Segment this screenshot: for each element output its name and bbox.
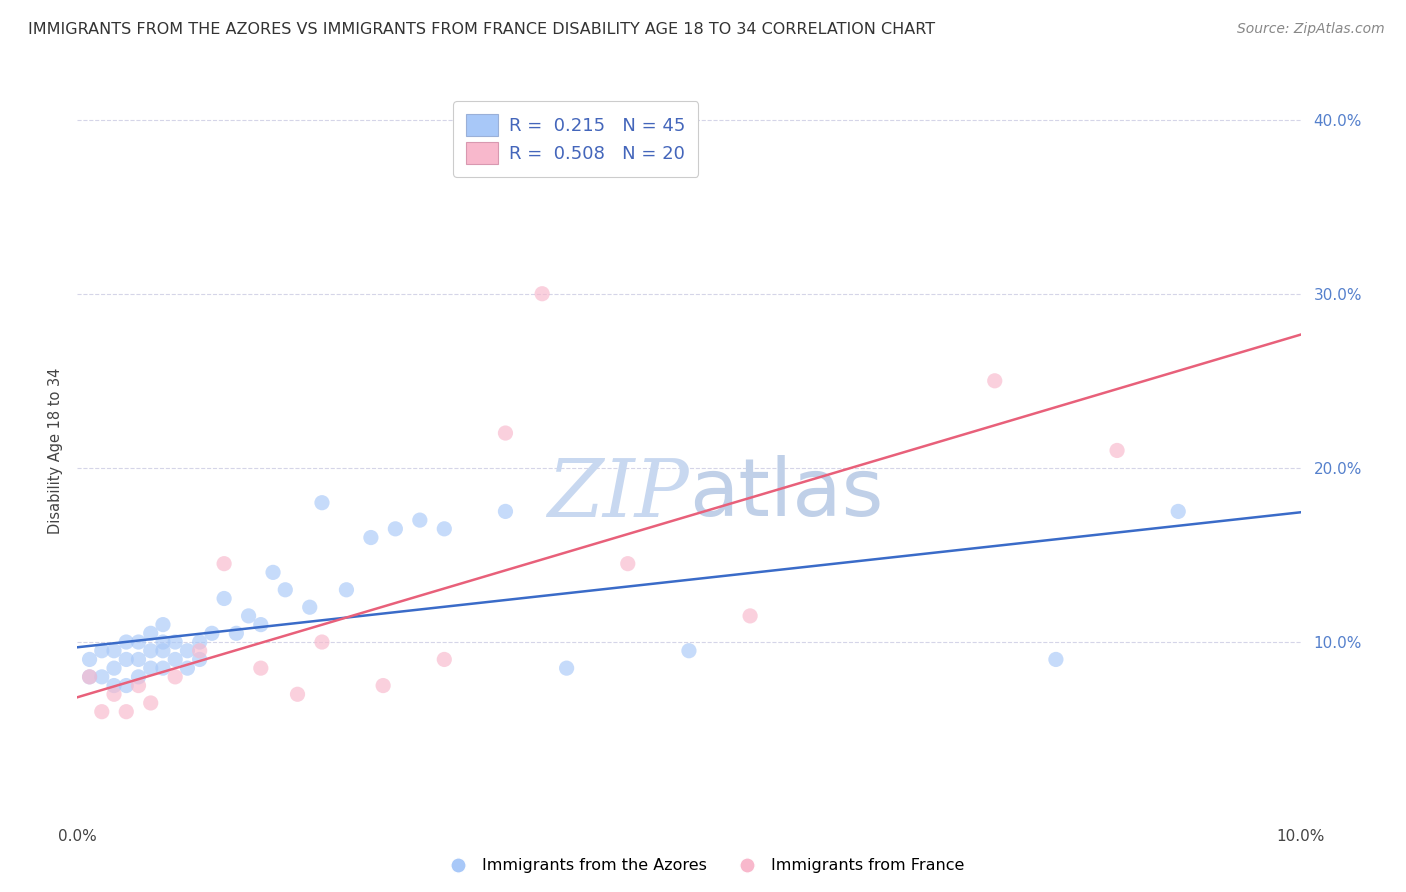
Point bbox=[165, 652, 187, 666]
Text: IMMIGRANTS FROM THE AZORES VS IMMIGRANTS FROM FRANCE DISABILITY AGE 18 TO 34 COR: IMMIGRANTS FROM THE AZORES VS IMMIGRANTS… bbox=[28, 22, 935, 37]
Point bbox=[238, 608, 260, 623]
Point bbox=[152, 617, 174, 632]
Point bbox=[90, 705, 112, 719]
Point bbox=[250, 661, 273, 675]
Point bbox=[115, 679, 138, 693]
Text: ZIP: ZIP bbox=[547, 456, 689, 533]
Point bbox=[79, 652, 101, 666]
Point bbox=[740, 608, 762, 623]
Point bbox=[298, 600, 321, 615]
Point bbox=[1045, 652, 1067, 666]
Point bbox=[139, 661, 162, 675]
Point bbox=[274, 582, 297, 597]
Text: atlas: atlas bbox=[689, 455, 883, 533]
Text: Source: ZipAtlas.com: Source: ZipAtlas.com bbox=[1237, 22, 1385, 37]
Point bbox=[250, 617, 273, 632]
Point bbox=[103, 687, 125, 701]
Legend: R =  0.215   N = 45, R =  0.508   N = 20: R = 0.215 N = 45, R = 0.508 N = 20 bbox=[453, 101, 699, 177]
Point bbox=[201, 626, 224, 640]
Point bbox=[311, 496, 333, 510]
Point bbox=[90, 644, 112, 658]
Point bbox=[495, 504, 517, 518]
Point bbox=[531, 286, 554, 301]
Point bbox=[152, 661, 174, 675]
Point bbox=[139, 626, 162, 640]
Point bbox=[139, 696, 162, 710]
Point bbox=[212, 557, 235, 571]
Point bbox=[371, 679, 394, 693]
Point bbox=[384, 522, 406, 536]
Point bbox=[165, 670, 187, 684]
Point bbox=[212, 591, 235, 606]
Point bbox=[360, 531, 382, 545]
Point bbox=[127, 670, 149, 684]
Point bbox=[433, 652, 456, 666]
Legend: Immigrants from the Azores, Immigrants from France: Immigrants from the Azores, Immigrants f… bbox=[436, 852, 970, 880]
Point bbox=[152, 644, 174, 658]
Point bbox=[188, 635, 211, 649]
Point bbox=[115, 652, 138, 666]
Point bbox=[409, 513, 432, 527]
Point bbox=[139, 644, 162, 658]
Point bbox=[188, 652, 211, 666]
Point bbox=[262, 566, 284, 580]
Point bbox=[678, 644, 700, 658]
Point bbox=[335, 582, 357, 597]
Point bbox=[617, 557, 640, 571]
Y-axis label: Disability Age 18 to 34: Disability Age 18 to 34 bbox=[48, 368, 63, 533]
Point bbox=[127, 679, 149, 693]
Point bbox=[225, 626, 247, 640]
Point bbox=[90, 670, 112, 684]
Point bbox=[433, 522, 456, 536]
Point bbox=[176, 661, 198, 675]
Point bbox=[103, 679, 125, 693]
Point bbox=[103, 661, 125, 675]
Point bbox=[495, 425, 517, 440]
Point bbox=[311, 635, 333, 649]
Point bbox=[115, 705, 138, 719]
Point bbox=[984, 374, 1007, 388]
Point bbox=[127, 652, 149, 666]
Point bbox=[287, 687, 309, 701]
Point bbox=[127, 635, 149, 649]
Point bbox=[115, 635, 138, 649]
Point bbox=[165, 635, 187, 649]
Point bbox=[152, 635, 174, 649]
Point bbox=[1107, 443, 1129, 458]
Point bbox=[79, 670, 101, 684]
Point bbox=[103, 644, 125, 658]
Point bbox=[79, 670, 101, 684]
Point bbox=[188, 644, 211, 658]
Point bbox=[1167, 504, 1189, 518]
Point bbox=[176, 644, 198, 658]
Point bbox=[555, 661, 578, 675]
